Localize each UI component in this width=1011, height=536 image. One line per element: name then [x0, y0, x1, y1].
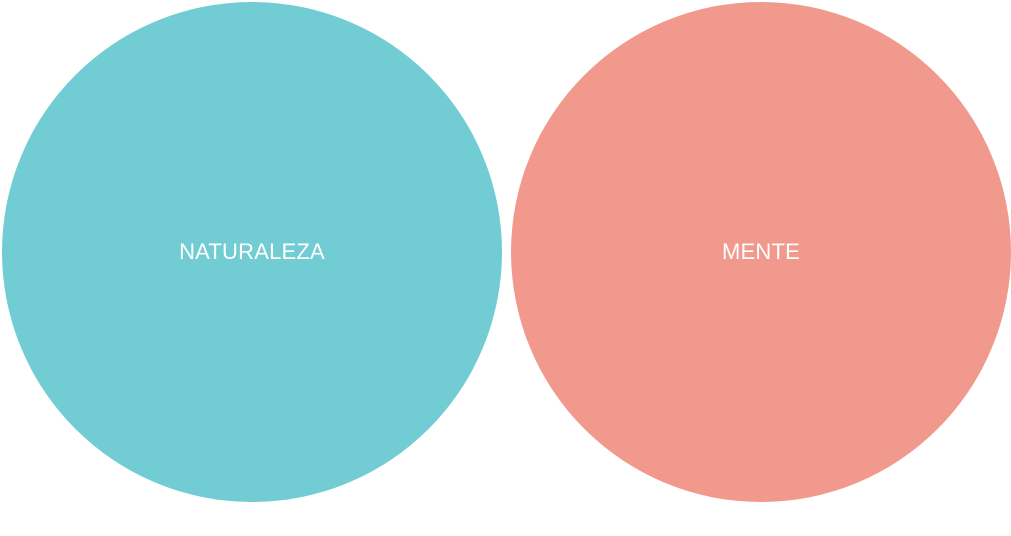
naturaleza-circle: NATURALEZA — [2, 2, 502, 502]
naturaleza-label: NATURALEZA — [179, 239, 325, 264]
mente-label: MENTE — [722, 239, 800, 264]
mente-circle: MENTE — [511, 2, 1011, 502]
